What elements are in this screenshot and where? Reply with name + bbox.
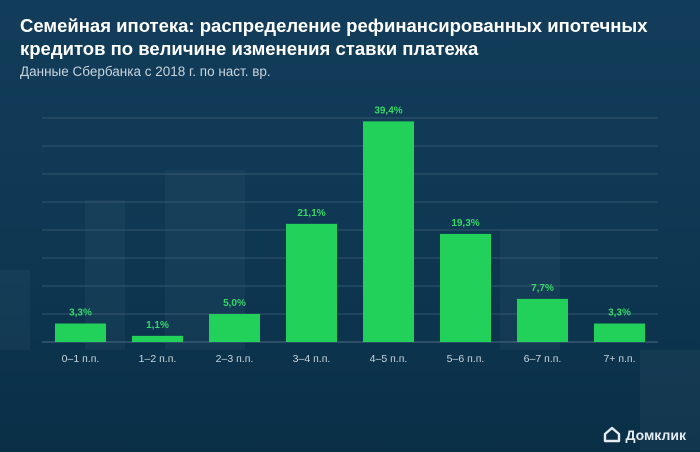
data-label: 21,1% [297, 208, 325, 219]
x-tick-label: 3–4 п.п. [293, 353, 331, 365]
data-label: 7,7% [531, 283, 554, 294]
bar [286, 223, 337, 342]
brand-logo: Домклик [603, 426, 686, 443]
data-label: 5,0% [223, 298, 246, 309]
bar [209, 314, 260, 342]
x-tick-label: 7+ п.п. [603, 353, 635, 365]
chart-title: Семейная ипотека: распределение рефинанс… [20, 15, 648, 59]
data-label: 3,3% [608, 308, 631, 319]
bar [517, 298, 568, 342]
x-tick-label: 6–7 п.п. [524, 353, 562, 365]
x-tick-label: 4–5 п.п. [370, 353, 408, 365]
data-label: 3,3% [69, 308, 92, 319]
x-tick-label: 1–2 п.п. [139, 353, 177, 365]
chart-subtitle: Данные Сбербанка с 2018 г. по наст. вр. [20, 64, 271, 79]
data-label: 19,3% [451, 218, 479, 229]
data-label: 1,1% [146, 320, 169, 331]
x-tick-label: 5–6 п.п. [447, 353, 485, 365]
bar [440, 233, 491, 342]
bar [55, 323, 106, 342]
bar [363, 121, 414, 342]
data-label: 39,4% [374, 105, 402, 116]
bar [594, 323, 645, 342]
brand-name: Домклик [625, 426, 686, 443]
x-tick-label: 2–3 п.п. [216, 353, 254, 365]
house-logo-icon [604, 426, 621, 443]
bar [132, 335, 183, 342]
x-tick-label: 0–1 п.п. [62, 353, 100, 365]
